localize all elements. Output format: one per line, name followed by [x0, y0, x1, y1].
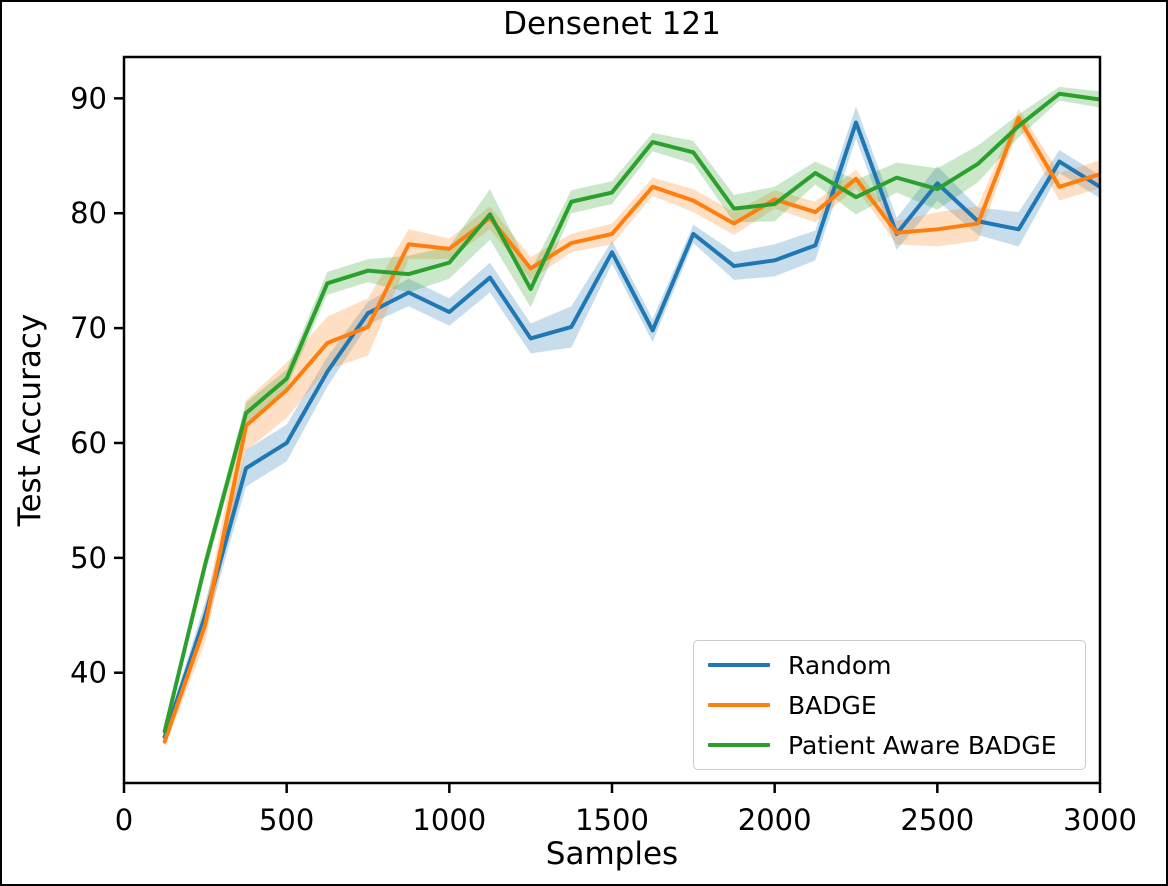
x-axis-tick-label: 3000: [1063, 803, 1137, 837]
legend-entry-badge: BADGE: [702, 691, 1077, 720]
series-line-badge: [162, 115, 1100, 744]
x-axis-tick-label: 1500: [575, 803, 649, 837]
legend-label: BADGE: [788, 690, 877, 720]
y-axis-tick-label: 60: [70, 426, 107, 460]
y-axis-tick-label: 50: [70, 541, 107, 575]
y-axis-tick-label: 40: [70, 656, 107, 690]
legend-entry-random: Random: [702, 651, 1077, 680]
chart-title: Densenet 121: [503, 6, 721, 42]
y-axis-tick-label: 70: [70, 311, 107, 345]
x-axis-tick-label: 500: [259, 803, 314, 837]
legend: Random BADGE Patient Aware BADGE: [693, 640, 1086, 770]
legend-line-sample-badge: [708, 703, 770, 707]
legend-label: Patient Aware BADGE: [788, 730, 1057, 760]
y-axis-label: Test Accuracy: [12, 313, 48, 527]
legend-label: Random: [788, 650, 892, 680]
x-axis-tick-label: 0: [115, 803, 133, 837]
series-line-random: [162, 120, 1100, 740]
legend-line-sample-random: [708, 663, 770, 667]
series-line-patient-aware-badge: [162, 91, 1100, 734]
x-axis-tick-label: 1000: [412, 803, 486, 837]
legend-line-sample-patient-aware-badge: [708, 743, 770, 747]
x-axis-label: Samples: [545, 836, 679, 872]
y-axis-tick-label: 90: [70, 81, 107, 115]
legend-entry-patient-aware-badge: Patient Aware BADGE: [702, 731, 1077, 760]
x-axis-tick-label: 2500: [900, 803, 974, 837]
x-axis-tick-label: 2000: [738, 803, 812, 837]
y-axis-tick-label: 80: [70, 196, 107, 230]
